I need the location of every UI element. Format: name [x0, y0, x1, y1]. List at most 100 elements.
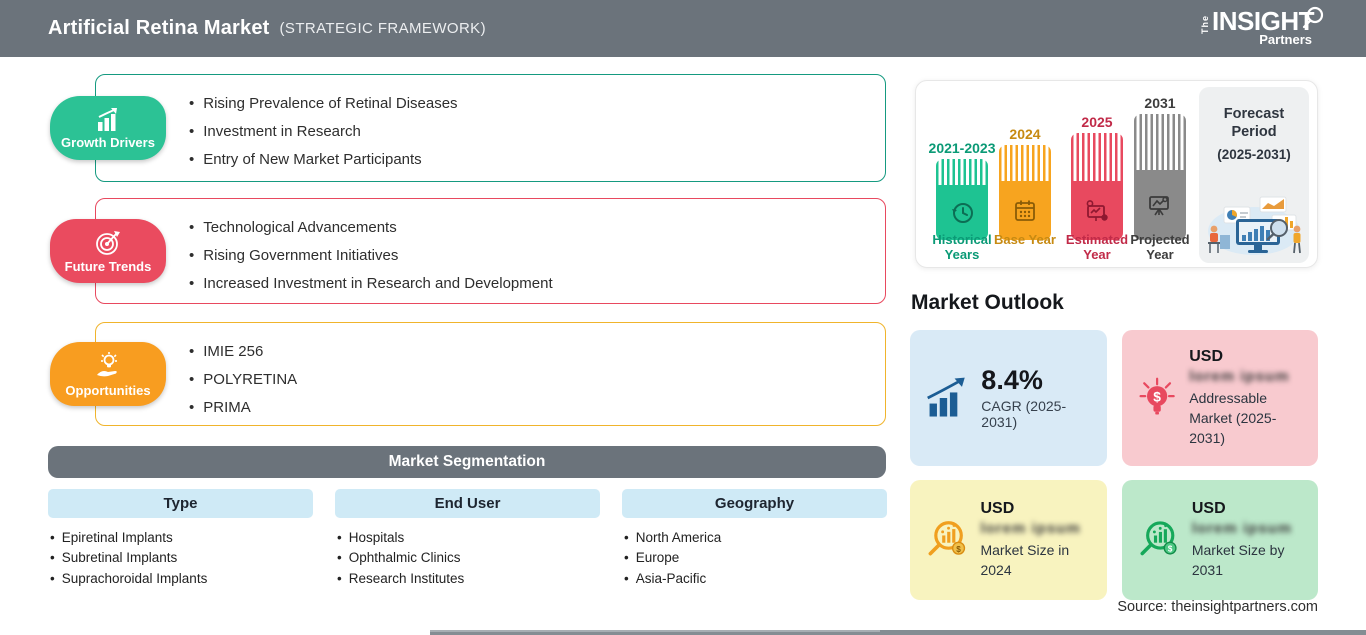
bar-stripes [1071, 133, 1123, 181]
cagr-value: 8.4% [981, 364, 1043, 395]
opportunities-box: IMIE 256 POLYRETINA PRIMA [95, 322, 886, 426]
list-item: POLYRETINA [189, 365, 865, 393]
forecast-range: (2025-2031) [1217, 147, 1291, 163]
timeline-caption: Projected Year [1130, 232, 1190, 262]
redacted-value: lorem ipsum [1189, 367, 1290, 385]
redacted-value: lorem ipsum [980, 519, 1081, 537]
svg-text:$: $ [956, 545, 961, 554]
timeline-bar-estimated: 2025 [1071, 114, 1123, 240]
list-item: Suprachoroidal Implants [50, 568, 313, 589]
forecast-label: Forecast Period [1223, 106, 1285, 141]
magnifier-icon [1302, 7, 1324, 29]
insight-partners-logo: The INSIGHT Partners [1200, 6, 1324, 47]
logo-insight-text: INSIGHT [1212, 6, 1314, 37]
timeline-year: 2025 [1081, 114, 1113, 130]
card-label: Market Size in 2024 [980, 541, 1070, 578]
timeline-caption: Estimated Year [1065, 232, 1129, 262]
timeline-caption: Base Year [994, 232, 1056, 247]
history-clock-icon [952, 202, 973, 223]
usd-heading: USD [1191, 499, 1226, 517]
target-icon [96, 230, 120, 255]
card-label: Market Size by 2031 [1191, 541, 1285, 578]
logo-partners-text: Partners [1259, 31, 1312, 47]
header-bar: Artificial Retina Market (STRATEGIC FRAM… [0, 0, 1366, 57]
market-size-2024-card: $ USD lorem ipsum Market Size in 2024 [910, 480, 1107, 600]
future-trends-badge: Future Trends [50, 219, 166, 283]
calendar-icon [1015, 200, 1035, 221]
future-trends-list: Technological Advancements Rising Govern… [96, 199, 885, 311]
redacted-value: lorem ipsum [1191, 519, 1293, 537]
projection-board-icon [1149, 196, 1169, 216]
opportunities-badge: Opportunities [50, 342, 166, 406]
magnifier-chart-icon-green: $ [1140, 521, 1177, 556]
addressable-market-card: $ USD lorem ipsum Addressable Market (20… [1122, 330, 1318, 466]
end-user-list: Hospitals Ophthalmic Clinics Research In… [335, 518, 600, 589]
timeline-bar-historical: 2021-2023 [929, 140, 995, 240]
timeline-year: 2031 [1144, 95, 1176, 111]
forecast-period-panel: Forecast Period (2025-2031) [1199, 87, 1309, 263]
list-item: Rising Prevalence of Retinal Diseases [189, 89, 865, 117]
bar-stripes [999, 145, 1051, 181]
list-item: Ophthalmic Clinics [337, 548, 600, 569]
list-item: Subretinal Implants [50, 548, 313, 569]
growth-drivers-box: Rising Prevalence of Retinal Diseases In… [95, 74, 886, 182]
logo-the-text: The [1200, 14, 1211, 34]
list-item: IMIE 256 [189, 337, 865, 365]
usd-heading: USD [1189, 347, 1224, 365]
list-item: Europe [624, 548, 887, 569]
type-list: Epiretinal Implants Subretinal Implants … [48, 518, 313, 589]
list-item: PRIMA [189, 393, 865, 421]
badge-label: Opportunities [65, 382, 151, 398]
market-segmentation-header: Market Segmentation [48, 446, 886, 478]
segmentation-title: Market Segmentation [388, 453, 546, 470]
list-item: Research Institutes [337, 568, 600, 589]
magnifier-chart-icon-orange: $ [928, 521, 966, 556]
page-subtitle: (STRATEGIC FRAMEWORK) [279, 20, 486, 37]
segmentation-column-geography: Geography North America Europe Asia-Paci… [622, 489, 887, 589]
list-item: Investment in Research [189, 117, 865, 145]
list-item: Asia-Pacific [624, 568, 887, 589]
estimate-gear-chart-icon [1086, 199, 1108, 221]
column-header: Geography [622, 489, 887, 518]
growth-drivers-list: Rising Prevalence of Retinal Diseases In… [96, 75, 885, 187]
bottom-edge-bar [430, 630, 1366, 635]
column-header: End User [335, 489, 600, 518]
bar-chart-arrow-icon [98, 107, 117, 131]
bulb-hand-icon [97, 351, 117, 376]
bulb-dollar-icon: $ [1139, 377, 1175, 415]
bar-stripes [1134, 114, 1186, 170]
timeline-panel: 2021-2023 2024 [915, 80, 1318, 268]
forecast-illustration [1208, 196, 1301, 255]
list-item: Hospitals [337, 527, 600, 548]
bar-stripes [936, 159, 988, 185]
future-trends-box: Technological Advancements Rising Govern… [95, 198, 886, 304]
cagr-label: CAGR (2025-2031) [981, 398, 1067, 431]
cagr-card: 8.4% CAGR (2025-2031) [910, 330, 1107, 466]
segmentation-column-type: Type Epiretinal Implants Subretinal Impl… [48, 489, 313, 589]
market-outlook-title: Market Outlook [911, 291, 1064, 314]
source-attribution: Source: theinsightpartners.com [1117, 599, 1318, 615]
list-item: Technological Advancements [189, 213, 865, 241]
geography-list: North America Europe Asia-Pacific [622, 518, 887, 589]
list-item: Rising Government Initiatives [189, 241, 865, 269]
list-item: Entry of New Market Participants [189, 145, 865, 173]
badge-label: Growth Drivers [61, 134, 155, 150]
market-size-2031-card: $ USD lorem ipsum Market Size by 2031 [1122, 480, 1318, 600]
list-item: Epiretinal Implants [50, 527, 313, 548]
card-label: Addressable Market (2025-2031) [1189, 389, 1277, 447]
timeline-year: 2021-2023 [928, 140, 996, 156]
timeline-bar-projected: 2031 [1134, 95, 1186, 240]
growth-drivers-badge: Growth Drivers [50, 96, 166, 160]
column-header: Type [48, 489, 313, 518]
svg-text:$: $ [1168, 545, 1173, 554]
timeline-year: 2024 [1009, 126, 1041, 142]
segmentation-column-end-user: End User Hospitals Ophthalmic Clinics Re… [335, 489, 600, 589]
badge-label: Future Trends [64, 258, 152, 274]
list-item: Increased Investment in Research and Dev… [189, 269, 865, 297]
list-item: North America [624, 527, 887, 548]
page-title: Artificial Retina Market [48, 17, 270, 39]
growth-bars-arrow-icon [927, 377, 965, 417]
svg-text:$: $ [1153, 390, 1161, 405]
timeline-caption: Historical Years [932, 232, 992, 262]
